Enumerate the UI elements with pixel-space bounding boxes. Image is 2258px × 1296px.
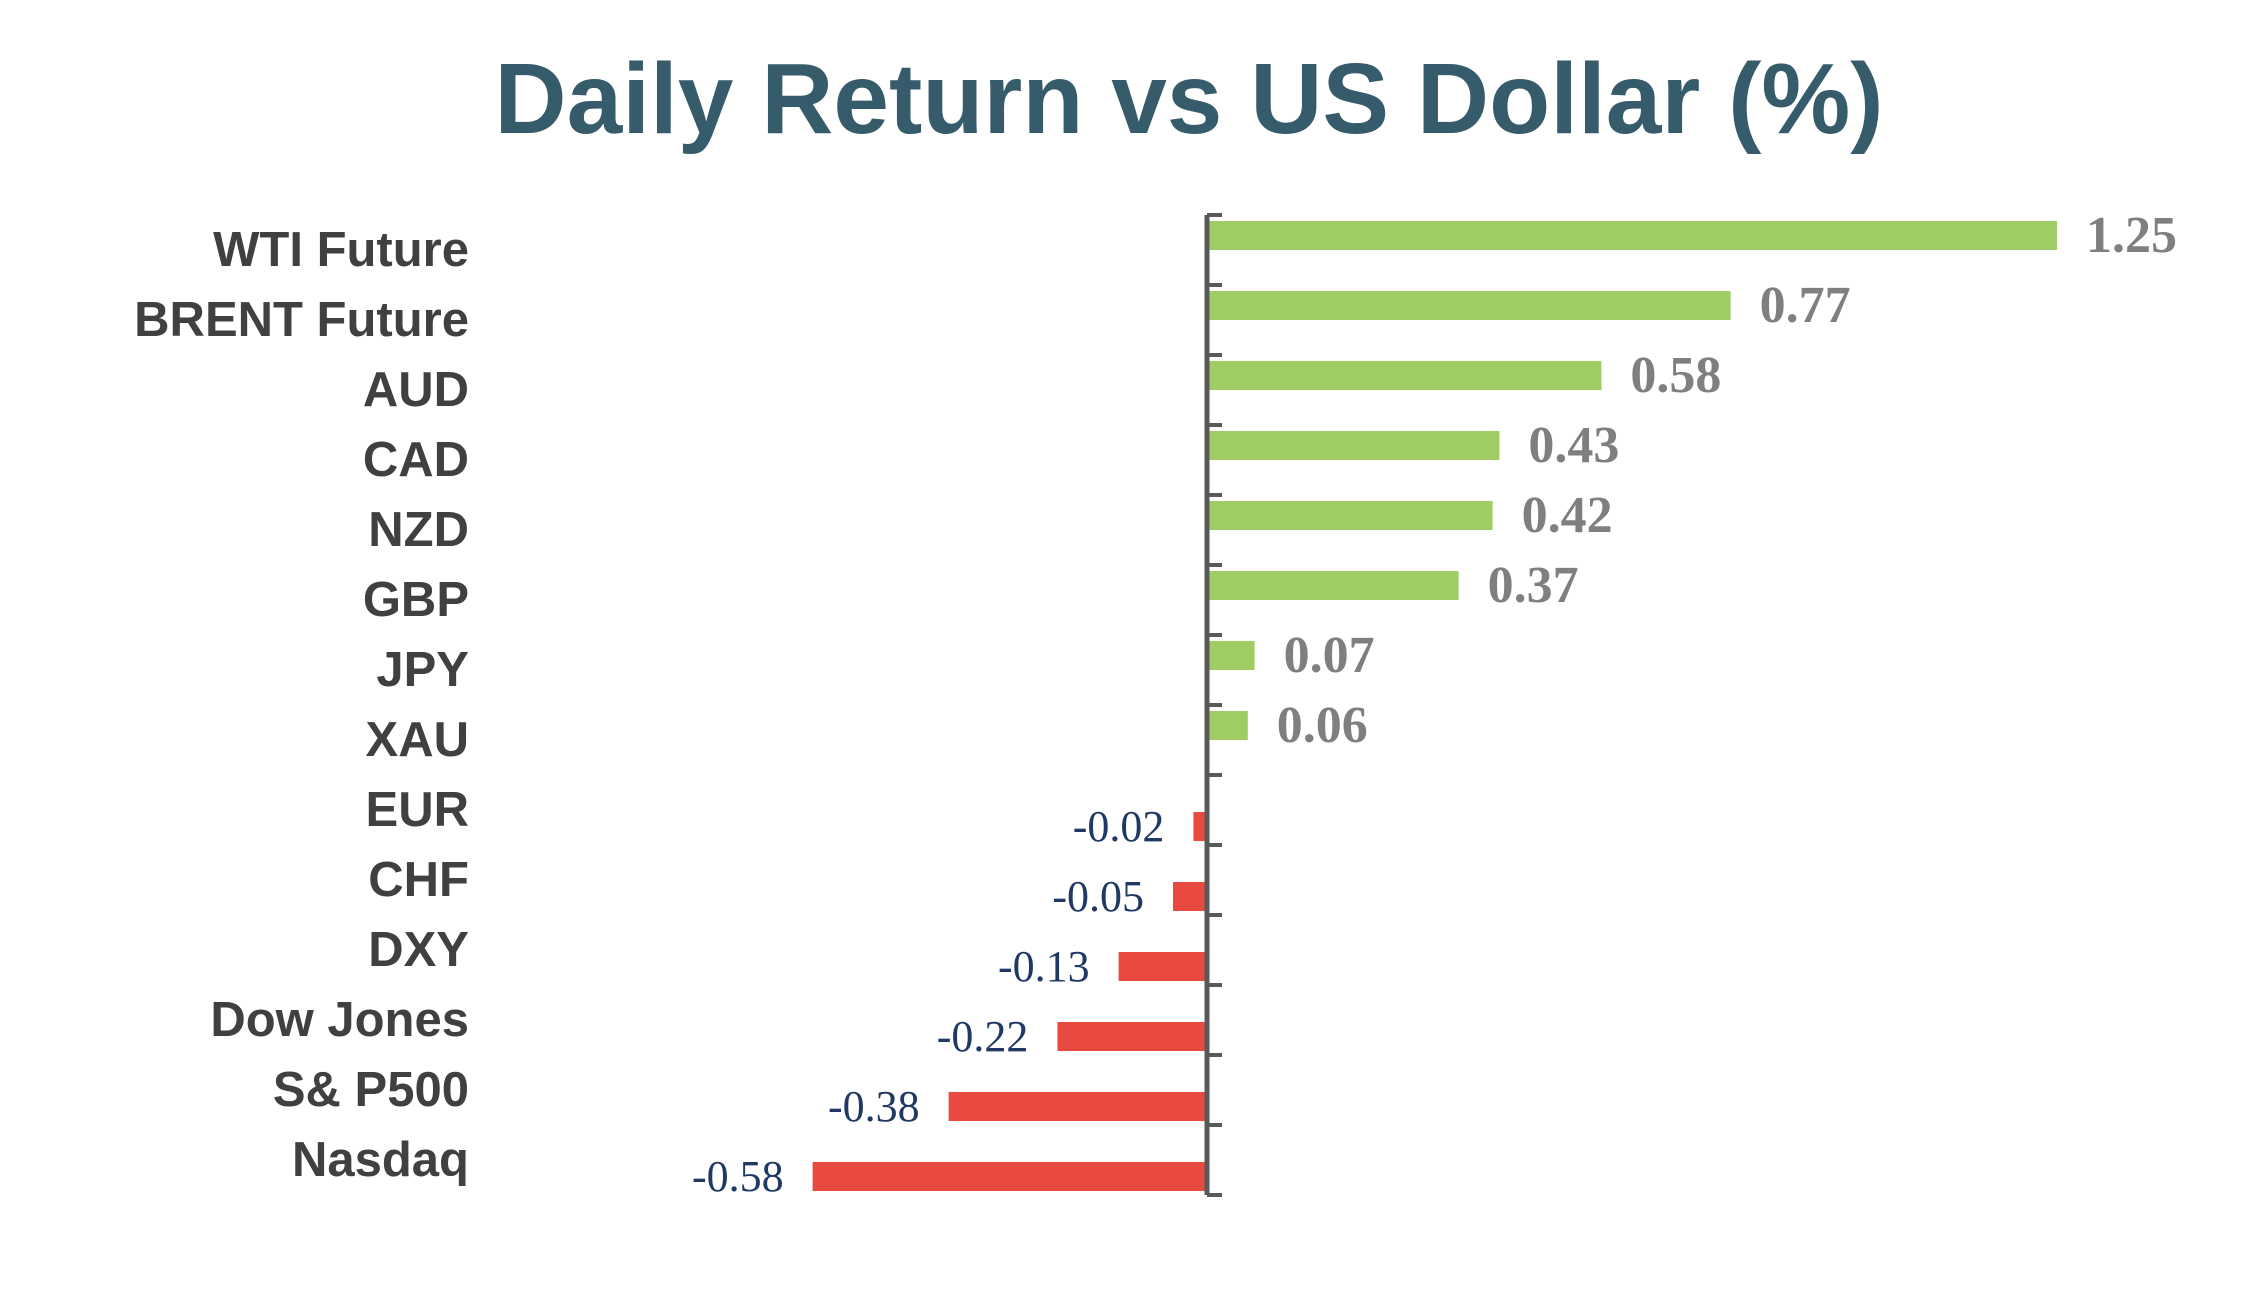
- category-label-nasdaq: Nasdaq: [292, 1133, 469, 1187]
- bar-dxy: [1118, 952, 1207, 981]
- value-label-dow-jones: -0.22: [937, 1012, 1029, 1061]
- value-label-dxy: -0.13: [998, 942, 1090, 991]
- bar-aud: [1207, 361, 1602, 390]
- value-label-chf: -0.05: [1052, 872, 1144, 921]
- category-label-cad: CAD: [363, 433, 469, 487]
- category-label-dxy: DXY: [368, 923, 469, 977]
- bar-brent-future: [1207, 291, 1731, 320]
- value-label-cad: 0.43: [1528, 417, 1619, 474]
- value-label-jpy: 0.07: [1284, 627, 1375, 684]
- category-label-nzd: NZD: [368, 503, 469, 557]
- value-label-brent-future: 0.77: [1760, 277, 1851, 334]
- category-label-aud: AUD: [363, 363, 469, 417]
- category-label-brent-future: BRENT Future: [134, 293, 469, 347]
- bar-xau: [1207, 711, 1248, 740]
- category-label-eur: EUR: [366, 783, 469, 837]
- value-label-eur: -0.02: [1073, 802, 1165, 851]
- value-label-xau: 0.06: [1277, 697, 1368, 754]
- bar-nasdaq: [812, 1162, 1207, 1191]
- bar-eur: [1193, 812, 1207, 841]
- value-label-gbp: 0.37: [1488, 557, 1579, 614]
- value-label-s-p500: -0.38: [828, 1082, 920, 1131]
- bar-cad: [1207, 431, 1500, 460]
- chart-title: Daily Return vs US Dollar (%): [494, 43, 1883, 155]
- value-label-wti-future: 1.25: [2086, 207, 2177, 264]
- bar-jpy: [1207, 641, 1255, 670]
- value-label-nasdaq: -0.58: [692, 1152, 784, 1201]
- bar-s-p500: [948, 1092, 1207, 1121]
- category-label-gbp: GBP: [363, 573, 469, 627]
- bar-gbp: [1207, 571, 1459, 600]
- category-label-jpy: JPY: [376, 643, 469, 697]
- category-label-xau: XAU: [366, 713, 469, 767]
- category-label-dow-jones: Dow Jones: [210, 993, 469, 1047]
- category-label-s-p500: S& P500: [273, 1063, 469, 1117]
- bar-wti-future: [1207, 221, 2057, 250]
- bar-dow-jones: [1057, 1022, 1207, 1051]
- category-label-chf: CHF: [368, 853, 469, 907]
- category-label-wti-future: WTI Future: [213, 223, 469, 277]
- bar-chf: [1173, 882, 1207, 911]
- bar-nzd: [1207, 501, 1493, 530]
- value-label-aud: 0.58: [1630, 347, 1721, 404]
- value-label-nzd: 0.42: [1522, 487, 1613, 544]
